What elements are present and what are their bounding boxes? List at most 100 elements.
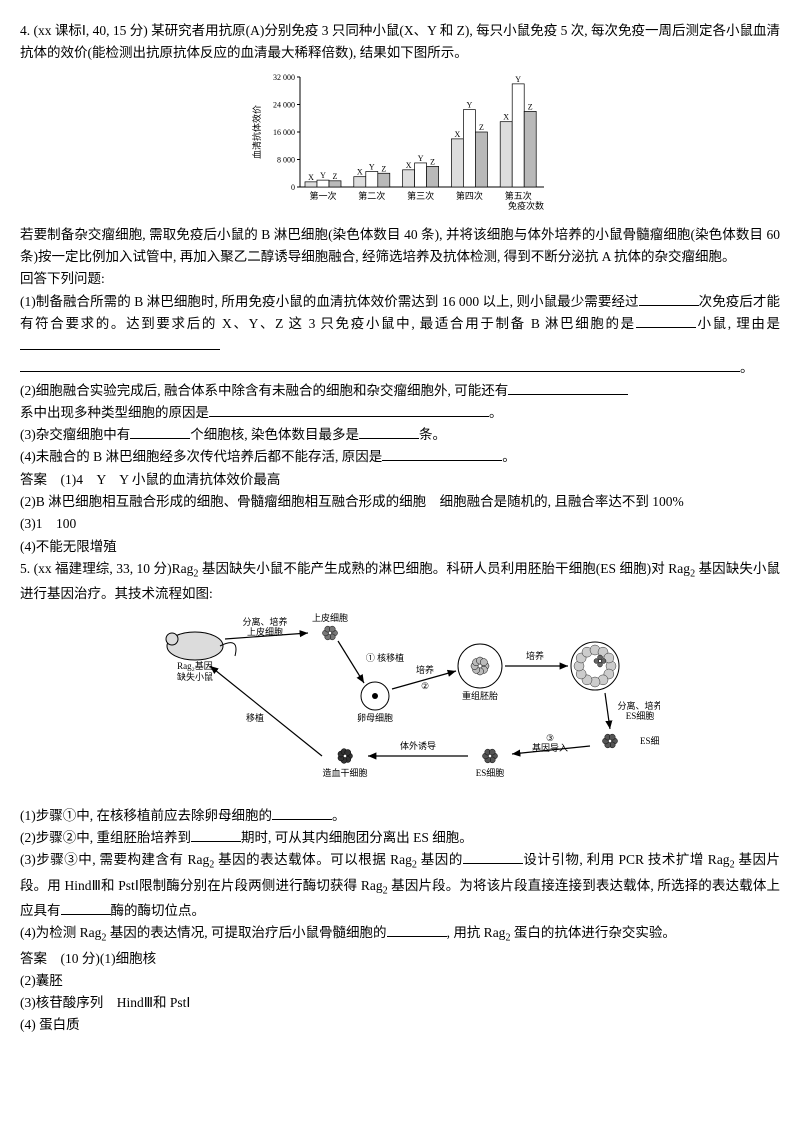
svg-text:重组胚胎: 重组胚胎: [462, 690, 498, 701]
svg-text:培养: 培养: [526, 650, 544, 661]
svg-text:Y: Y: [467, 100, 473, 109]
blank: [130, 425, 190, 439]
q5-ans3: (3)核苷酸序列 HindⅢ和 PstⅠ: [20, 992, 780, 1014]
blank: [463, 850, 523, 864]
fullstop: 。: [502, 449, 516, 464]
svg-text:① 核移植: ① 核移植: [366, 652, 404, 663]
q5-stem1: 5. (xx 福建理综, 33, 10 分)Rag2 基因缺失小鼠不能产生成熟的…: [20, 558, 780, 606]
svg-text:分离、培养: 分离、培养: [242, 616, 287, 627]
svg-text:造血干细胞: 造血干细胞: [322, 767, 367, 778]
svg-text:32 000: 32 000: [273, 73, 295, 82]
svg-text:培养: 培养: [416, 664, 434, 675]
s: 基因的: [417, 852, 463, 867]
blank: [639, 292, 699, 306]
q4-p2b: 系中出现多种类型细胞的原因是: [20, 405, 209, 420]
s: 蛋白的抗体进行杂交实验。: [511, 925, 676, 940]
blank: [382, 448, 502, 462]
q4-stem1: 4. (xx 课标Ⅰ, 40, 15 分) 某研究者用抗原(A)分别免疫 3 只…: [20, 20, 780, 65]
svg-text:X: X: [308, 172, 314, 181]
svg-text:X: X: [406, 160, 412, 169]
q4-chart: 08 00016 00024 00032 000血清抗体效价XYZ第一次XYZ第…: [20, 71, 780, 218]
q4-ans1: 答案 (1)4 Y Y 小鼠的血清抗体效价最高: [20, 469, 780, 491]
svg-text:第四次: 第四次: [456, 190, 483, 201]
blank: [20, 359, 740, 373]
svg-text:第一次: 第一次: [309, 190, 336, 201]
svg-text:缺失小鼠: 缺失小鼠: [177, 671, 213, 682]
blank: [191, 828, 241, 842]
blank: [61, 901, 111, 915]
q4-ask: 回答下列问题:: [20, 268, 780, 290]
svg-text:Rag₂基因: Rag₂基因: [177, 660, 213, 671]
svg-text:第三次: 第三次: [407, 190, 434, 201]
fullstop: 。: [332, 808, 346, 823]
s: 设计引物, 利用 PCR 技术扩增 Rag: [523, 852, 730, 867]
svg-text:体外诱导: 体外诱导: [400, 740, 436, 751]
svg-text:X: X: [455, 129, 461, 138]
svg-text:免疫次数: 免疫次数: [508, 200, 544, 211]
q4-p3c: 条。: [419, 427, 446, 442]
blank: [272, 806, 332, 820]
svg-text:基因导入: 基因导入: [532, 742, 568, 753]
svg-text:16 000: 16 000: [273, 128, 295, 137]
svg-text:Y: Y: [320, 171, 326, 180]
q4-p1: (1)制备融合所需的 B 淋巴细胞时, 所用免疫小鼠的血清抗体效价需达到 16 …: [20, 291, 780, 358]
q4-p2b-line: 系中出现多种类型细胞的原因是 。: [20, 402, 780, 424]
svg-text:0: 0: [291, 183, 295, 192]
q4-p3a: (3)杂交瘤细胞中有: [20, 427, 130, 442]
q4-p1-end: 。: [20, 357, 780, 379]
svg-text:上皮细胞: 上皮细胞: [247, 626, 283, 637]
s: 期时, 可从其内细胞团分离出 ES 细胞。: [241, 830, 473, 845]
svg-text:8 000: 8 000: [277, 155, 295, 164]
svg-text:血清抗体效价: 血清抗体效价: [251, 105, 262, 159]
s: 基因缺失小鼠不能产生成熟的淋巴细胞。科研人员利用胚胎干细胞(ES 细胞)对 Ra…: [198, 561, 690, 576]
q5-ans4: (4) 蛋白质: [20, 1014, 780, 1036]
svg-text:24 000: 24 000: [273, 100, 295, 109]
blank: [636, 314, 696, 328]
s: 酶的酶切位点。: [111, 903, 206, 918]
svg-text:第二次: 第二次: [358, 190, 385, 201]
s: , 用抗 Rag: [447, 925, 506, 940]
q5-diagram: Rag₂基因缺失小鼠上皮细胞分离、培养上皮细胞卵母细胞① 核移植重组胚胎培养②培…: [20, 611, 780, 798]
svg-text:Y: Y: [418, 153, 424, 162]
svg-text:Y: Y: [515, 74, 521, 83]
q4-p3b: 个细胞核, 染色体数目最多是: [190, 427, 359, 442]
svg-text:分离、培养: 分离、培养: [617, 700, 660, 711]
q4-ans2: (2)B 淋巴细胞相互融合形成的细胞、骨髓瘤细胞相互融合形成的细胞 细胞融合是随…: [20, 491, 780, 513]
svg-text:卵母细胞: 卵母细胞: [357, 712, 393, 723]
fullstop: 。: [489, 405, 503, 420]
svg-text:Y: Y: [369, 162, 375, 171]
q4-p2: (2)细胞融合实验完成后, 融合体系中除含有未融合的细胞和杂交瘤细胞外, 可能还…: [20, 380, 780, 402]
q5-ans1: 答案 (10 分)(1)细胞核: [20, 948, 780, 970]
q4-p2a: (2)细胞融合实验完成后, 融合体系中除含有未融合的细胞和杂交瘤细胞外, 可能还…: [20, 383, 508, 398]
blank: [359, 425, 419, 439]
s: 基因的表达情况, 可提取治疗后小鼠骨髓细胞的: [106, 925, 386, 940]
fullstop: 。: [740, 360, 754, 375]
s: (3)步骤③中, 需要构建含有 Rag: [20, 852, 209, 867]
svg-text:X: X: [503, 112, 509, 121]
q5-p4: (4)为检测 Rag2 基因的表达情况, 可提取治疗后小鼠骨髓细胞的, 用抗 R…: [20, 922, 780, 947]
svg-text:③: ③: [546, 733, 554, 743]
q4-ans3: (3)1 100: [20, 513, 780, 535]
blank: [387, 923, 447, 937]
svg-text:移植: 移植: [246, 712, 264, 723]
q4-p4a: (4)未融合的 B 淋巴细胞经多次传代培养后都不能存活, 原因是: [20, 449, 382, 464]
s: 5. (xx 福建理综, 33, 10 分)Rag: [20, 561, 193, 576]
blank: [508, 381, 628, 395]
q5-p2: (2)步骤②中, 重组胚胎培养到 期时, 可从其内细胞团分离出 ES 细胞。: [20, 827, 780, 849]
blank: [209, 403, 489, 417]
svg-text:Z: Z: [333, 171, 338, 180]
q4-p1a: (1)制备融合所需的 B 淋巴细胞时, 所用免疫小鼠的血清抗体效价需达到 16 …: [20, 294, 639, 309]
q5-p3: (3)步骤③中, 需要构建含有 Rag2 基因的表达载体。可以根据 Rag2 基…: [20, 849, 780, 922]
svg-text:②: ②: [421, 681, 429, 691]
q4-p4: (4)未融合的 B 淋巴细胞经多次传代培养后都不能存活, 原因是 。: [20, 446, 780, 468]
svg-text:Z: Z: [528, 102, 533, 111]
svg-text:ES细胞: ES细胞: [626, 710, 655, 721]
s: (1)步骤①中, 在核移植前应去除卵母细胞的: [20, 808, 272, 823]
svg-text:ES细胞: ES细胞: [640, 735, 660, 746]
s: (4)为检测 Rag: [20, 925, 101, 940]
blank: [20, 336, 220, 350]
svg-text:Z: Z: [479, 123, 484, 132]
s: (2)步骤②中, 重组胚胎培养到: [20, 830, 191, 845]
svg-text:X: X: [357, 167, 363, 176]
q5-ans2: (2)囊胚: [20, 970, 780, 992]
